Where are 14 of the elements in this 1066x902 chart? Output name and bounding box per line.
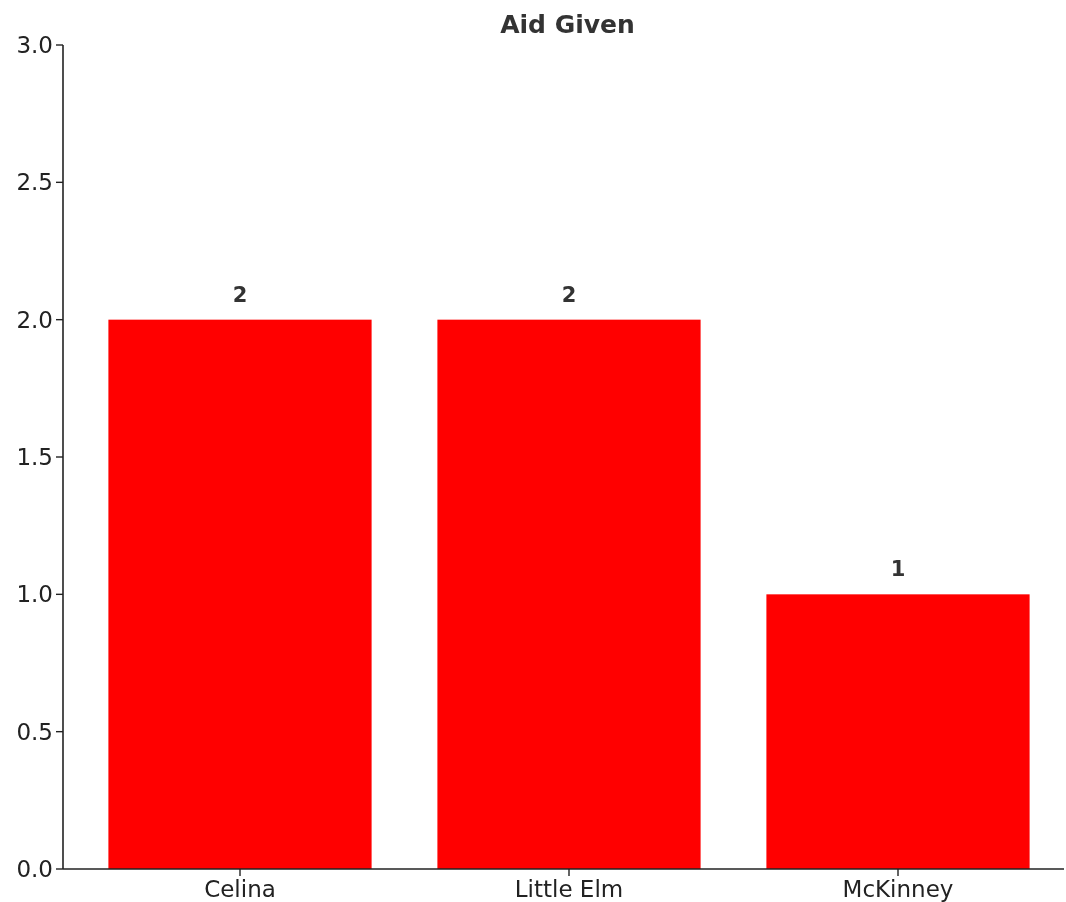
- x-tick-label: McKinney: [842, 876, 954, 902]
- data-label: 1: [890, 557, 906, 582]
- y-tick-label: 2.0: [16, 306, 53, 333]
- y-tick-label: 2.5: [16, 169, 53, 196]
- x-tick-label: Celina: [204, 876, 276, 902]
- y-tick-label: 0.0: [16, 856, 53, 883]
- data-label: 2: [561, 282, 577, 307]
- data-label: 2: [232, 282, 248, 307]
- y-tick-label: 3.0: [16, 32, 53, 59]
- y-tick-label: 1.5: [16, 444, 53, 471]
- y-tick-label: 0.5: [16, 718, 53, 745]
- y-tick-label: 1.0: [16, 581, 53, 608]
- chart-title: Aid Given: [500, 10, 635, 39]
- x-tick-label: Little Elm: [514, 876, 624, 902]
